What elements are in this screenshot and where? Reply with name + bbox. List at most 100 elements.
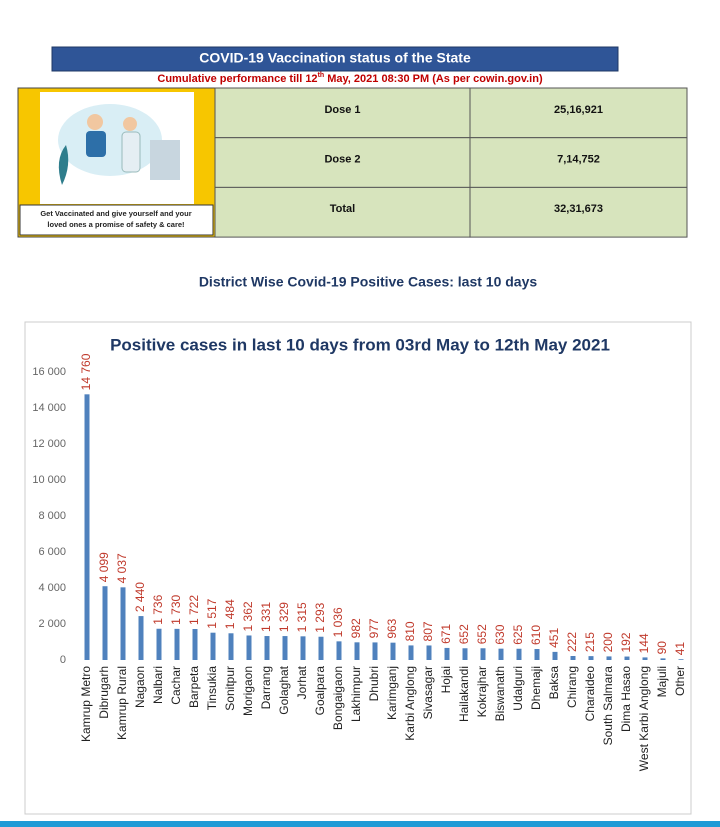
subtitle: Cumulative performance till 12th May, 20… [157,72,543,85]
y-tick-label: 6 000 [38,546,66,558]
title-banner [51,46,619,72]
value-label: 2 440 [133,582,147,612]
x-tick-label: Chirang [565,666,579,708]
x-tick-label: Jorhat [295,665,309,699]
value-label: 14 760 [79,353,93,390]
bar [408,645,414,660]
row-value: 7,14,752 [557,153,600,165]
bar [228,633,234,660]
x-tick-label: Sivasagar [421,666,435,719]
x-tick-label: Nalbari [151,666,165,704]
value-label: 451 [547,628,561,648]
bar [498,648,504,660]
x-tick-label: Kamrup Metro [79,666,93,742]
x-tick-label: Majuli [655,666,669,697]
bar [138,616,144,660]
x-tick-label: Karbi Anglong [403,666,417,741]
y-tick-label: 10 000 [32,474,66,486]
bar [210,632,216,660]
bar [480,648,486,660]
value-label: 1 329 [277,602,291,632]
bar [264,636,270,660]
value-label: 4 099 [97,552,111,582]
value-label: 1 362 [241,601,255,631]
poster-doctor [123,117,137,131]
x-tick-label: Baksa [547,666,561,700]
bar [390,642,396,660]
x-tick-label: Karimganj [385,666,399,720]
poster-caption-box [19,204,214,236]
bar [318,636,324,660]
x-tick-label: Morigaon [241,666,255,716]
bar [444,647,450,660]
bar [516,648,522,660]
subtitle-sup: th [318,72,325,79]
value-label: 810 [403,621,417,641]
table-cell [469,186,688,238]
x-tick-label: Dhubri [367,666,381,701]
value-label: 200 [601,632,615,652]
x-tick-label: Charaideo [583,666,597,722]
y-tick-label: 8 000 [38,510,66,522]
value-label: 1 331 [259,602,273,632]
bar [426,645,432,660]
bar [336,641,342,660]
x-tick-label: South Salmara [601,666,615,746]
subtitle-part: Cumulative performance till 12 [157,73,317,85]
poster-caption: Get Vaccinated and give yourself and you… [40,209,191,218]
bar [282,636,288,660]
value-label: 1 730 [169,595,183,625]
value-label: 625 [511,624,525,644]
value-label: 807 [421,621,435,641]
footer-bar [0,821,720,827]
value-label: 1 036 [331,607,345,637]
x-tick-label: Cachar [169,666,183,705]
x-tick-label: Darrang [259,666,273,709]
bar [570,656,576,660]
x-tick-label: Biswanath [493,666,507,721]
bar [300,636,306,660]
value-label: 610 [529,625,543,645]
poster-person [87,114,103,130]
value-label: 963 [385,618,399,638]
table-cell [214,186,471,238]
bar [156,628,162,660]
x-tick-label: Other [673,666,687,696]
bar [120,587,126,660]
chart-frame [24,321,692,815]
row-value: 25,16,921 [554,104,603,116]
x-tick-label: Kamrup Rural [115,666,129,740]
value-label: 215 [583,632,597,652]
bar [642,657,648,660]
value-label: 1 736 [151,594,165,624]
x-tick-label: Bongaigaon [331,666,345,730]
bar [552,651,558,660]
poster-person [86,131,106,157]
value-label: 630 [493,624,507,644]
chart-title: Positive cases in last 10 days from 03rd… [110,335,610,354]
value-label: 1 293 [313,602,327,632]
bar [606,656,612,660]
x-tick-label: Sonitpur [223,666,237,711]
bar [174,628,180,660]
y-tick-label: 16 000 [32,366,66,378]
x-tick-label: Golaghat [277,665,291,714]
x-tick-label: West Karbi Anglong [637,666,651,771]
x-tick-label: Nagaon [133,666,147,708]
table-cell [469,137,688,188]
value-label: 4 037 [115,553,129,583]
x-tick-label: Kokrajhar [475,666,489,717]
bar [534,649,540,660]
row-label: Dose 2 [324,153,360,165]
value-label: 41 [673,642,687,656]
bar [84,394,90,660]
bar [588,656,594,660]
row-value: 32,31,673 [554,203,603,215]
value-label: 1 315 [295,602,309,632]
x-tick-label: Goalpara [313,666,327,716]
value-label: 192 [619,632,633,652]
page-title: COVID-19 Vaccination status of the State [199,50,471,66]
poster-plant [58,145,69,185]
value-label: 1 517 [205,598,219,628]
